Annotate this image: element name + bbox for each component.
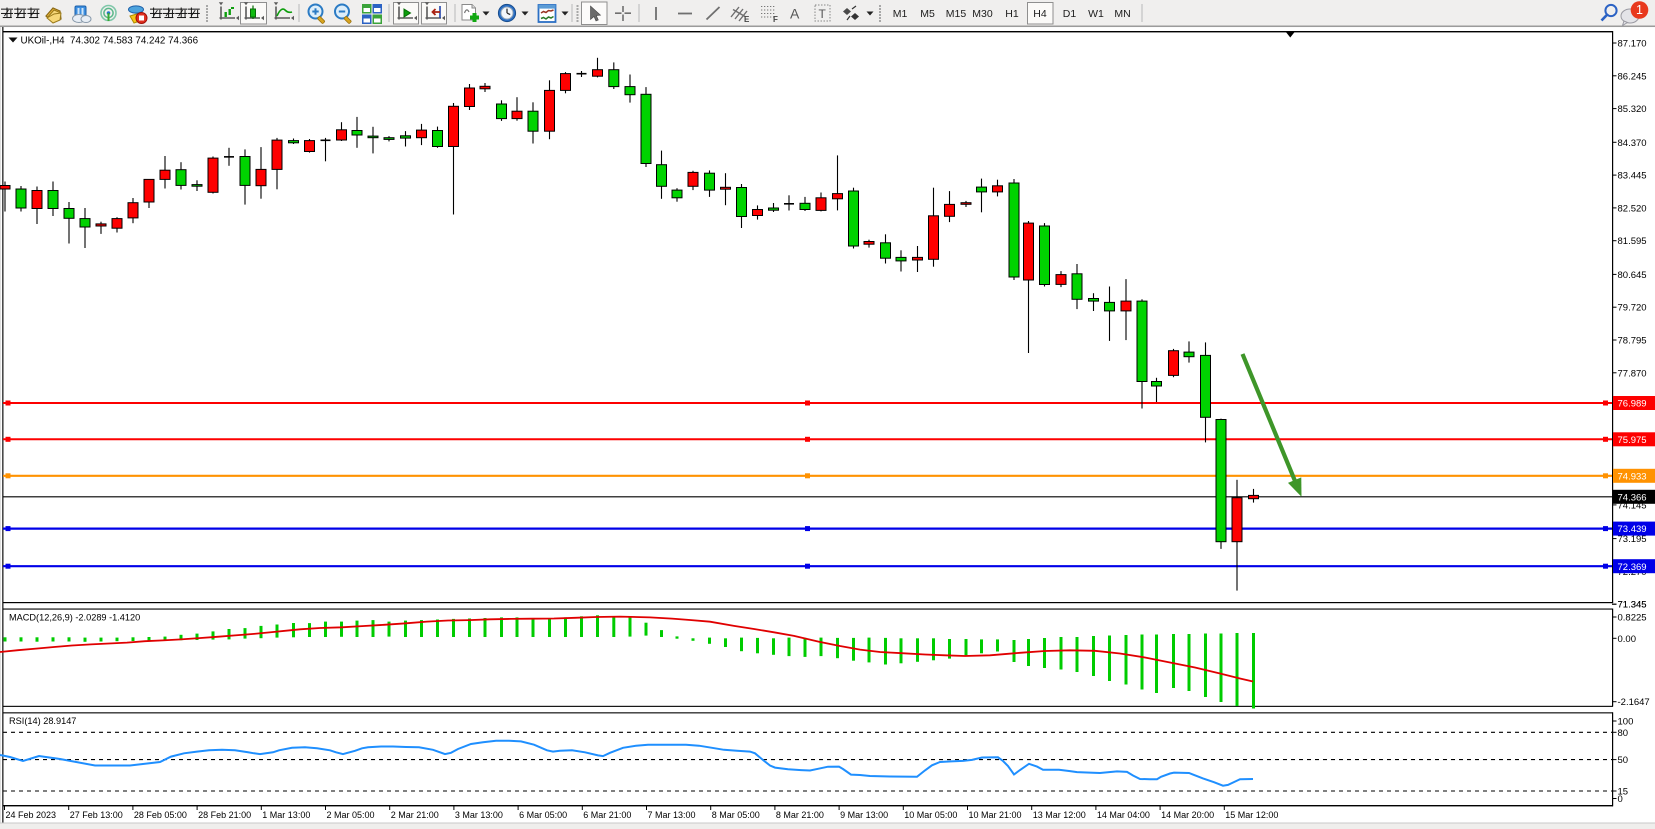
- svg-text:6 Mar 05:00: 6 Mar 05:00: [519, 810, 567, 820]
- svg-text:80.645: 80.645: [1618, 270, 1647, 281]
- svg-text:13 Mar 12:00: 13 Mar 12:00: [1033, 810, 1086, 820]
- svg-text:E: E: [744, 15, 750, 24]
- svg-text:76.989: 76.989: [1618, 399, 1647, 410]
- svg-text:0: 0: [1618, 794, 1623, 805]
- svg-text:74.366: 74.366: [1618, 492, 1647, 503]
- svg-text:82.520: 82.520: [1618, 203, 1647, 214]
- svg-text:UKOil-,H4 74.302 74.583 74.24: UKOil-,H4 74.302 74.583 74.242 74.366: [21, 36, 199, 47]
- svg-text:0.8225: 0.8225: [1618, 613, 1647, 624]
- svg-text:83.445: 83.445: [1618, 171, 1647, 182]
- svg-text:79.720: 79.720: [1618, 303, 1647, 314]
- svg-text:72.369: 72.369: [1618, 562, 1647, 573]
- svg-text:6 Mar 21:00: 6 Mar 21:00: [583, 810, 631, 820]
- svg-text:77.870: 77.870: [1618, 368, 1647, 379]
- svg-text:75.975: 75.975: [1618, 435, 1647, 446]
- svg-text:100: 100: [1618, 717, 1634, 728]
- svg-text:28 Feb 05:00: 28 Feb 05:00: [134, 810, 187, 820]
- svg-text:15: 15: [1618, 787, 1629, 798]
- svg-text:A: A: [790, 6, 800, 22]
- svg-text:14 Mar 04:00: 14 Mar 04:00: [1097, 810, 1150, 820]
- svg-text:10 Mar 05:00: 10 Mar 05:00: [904, 810, 957, 820]
- svg-text:F: F: [773, 15, 778, 24]
- svg-text:2 Mar 05:00: 2 Mar 05:00: [327, 810, 375, 820]
- svg-text:MACD(12,26,9) -2.0289 -1.4120: MACD(12,26,9) -2.0289 -1.4120: [9, 613, 140, 623]
- svg-text:-2.1647: -2.1647: [1618, 697, 1650, 708]
- svg-text:MN: MN: [1114, 8, 1130, 20]
- svg-text:73.439: 73.439: [1618, 524, 1647, 535]
- svg-text:RSI(14) 28.9147: RSI(14) 28.9147: [9, 716, 76, 726]
- svg-text:2 Mar 21:00: 2 Mar 21:00: [391, 810, 439, 820]
- svg-text:78.795: 78.795: [1618, 336, 1647, 347]
- svg-text:M15: M15: [946, 8, 967, 20]
- svg-text:74.933: 74.933: [1618, 471, 1647, 482]
- svg-text:27 Feb 13:00: 27 Feb 13:00: [70, 810, 123, 820]
- svg-text:9 Mar 13:00: 9 Mar 13:00: [840, 810, 888, 820]
- svg-text:T: T: [819, 7, 827, 21]
- svg-text:73.195: 73.195: [1618, 534, 1647, 545]
- svg-text:81.595: 81.595: [1618, 236, 1647, 247]
- svg-text:W1: W1: [1088, 8, 1104, 20]
- svg-text:M5: M5: [920, 8, 935, 20]
- svg-text:86.245: 86.245: [1618, 71, 1647, 82]
- svg-text:85.320: 85.320: [1618, 104, 1647, 115]
- svg-text:1: 1: [1636, 3, 1643, 17]
- svg-text:8 Mar 05:00: 8 Mar 05:00: [712, 810, 760, 820]
- svg-text:10 Mar 21:00: 10 Mar 21:00: [969, 810, 1022, 820]
- svg-text:H1: H1: [1005, 8, 1019, 20]
- svg-text:1 Mar 13:00: 1 Mar 13:00: [262, 810, 310, 820]
- svg-text:D1: D1: [1063, 8, 1077, 20]
- svg-text:3 Mar 13:00: 3 Mar 13:00: [455, 810, 503, 820]
- svg-text:8 Mar 21:00: 8 Mar 21:00: [776, 810, 824, 820]
- svg-text:50: 50: [1618, 755, 1629, 766]
- svg-text:80: 80: [1618, 728, 1629, 739]
- svg-text:84.370: 84.370: [1618, 138, 1647, 149]
- svg-text:87.170: 87.170: [1618, 39, 1647, 50]
- svg-text:14 Mar 20:00: 14 Mar 20:00: [1161, 810, 1214, 820]
- svg-text:0.00: 0.00: [1618, 634, 1637, 645]
- svg-text:H4: H4: [1033, 8, 1047, 20]
- svg-text:71.345: 71.345: [1618, 600, 1647, 611]
- svg-text:7 Mar 13:00: 7 Mar 13:00: [648, 810, 696, 820]
- svg-text:74.145: 74.145: [1618, 500, 1647, 511]
- svg-text:M1: M1: [893, 8, 908, 20]
- svg-text:M30: M30: [972, 8, 993, 20]
- svg-text:28 Feb 21:00: 28 Feb 21:00: [198, 810, 251, 820]
- svg-text:24 Feb 2023: 24 Feb 2023: [6, 810, 57, 820]
- svg-text:71.345: 71.345: [1618, 600, 1647, 611]
- svg-text:15 Mar 12:00: 15 Mar 12:00: [1225, 810, 1278, 820]
